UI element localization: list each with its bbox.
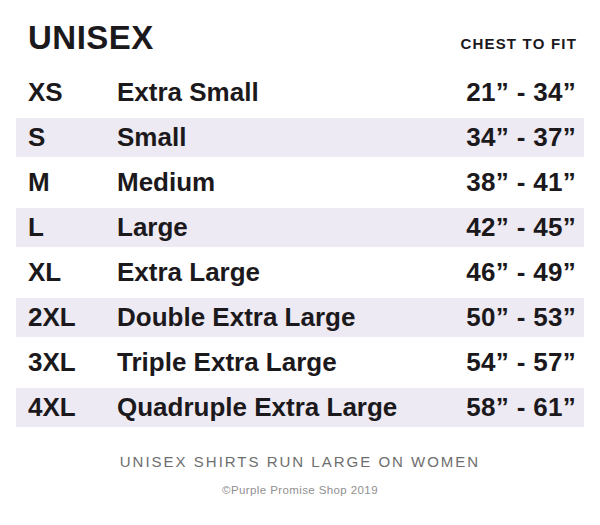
chest-to-fit-column-header: CHEST TO FIT: [460, 35, 577, 52]
size-table: XS Extra Small 21” - 34” S Small 34” - 3…: [16, 73, 584, 427]
size-code: XS: [28, 77, 117, 108]
size-name: Large: [117, 212, 466, 243]
size-code: 3XL: [28, 347, 117, 378]
size-code: L: [28, 212, 117, 243]
copyright-text: ©Purple Promise Shop 2019: [16, 484, 584, 496]
table-row-2xl: 2XL Double Extra Large 50” - 53”: [16, 298, 584, 337]
chest-range: 58” - 61”: [466, 392, 576, 423]
table-row-s: S Small 34” - 37”: [16, 118, 584, 157]
chest-range: 46” - 49”: [466, 257, 576, 288]
chest-range: 42” - 45”: [466, 212, 576, 243]
chart-header: UNISEX CHEST TO FIT: [16, 20, 584, 56]
table-row-xl: XL Extra Large 46” - 49”: [16, 253, 584, 292]
chest-range: 50” - 53”: [466, 302, 576, 333]
page-title: UNISEX: [28, 20, 154, 56]
size-name: Double Extra Large: [117, 302, 466, 333]
chest-range: 21” - 34”: [466, 77, 576, 108]
size-code: 2XL: [28, 302, 117, 333]
chest-range: 34” - 37”: [466, 122, 576, 153]
table-row-l: L Large 42” - 45”: [16, 208, 584, 247]
size-name: Quadruple Extra Large: [117, 392, 466, 423]
table-row-4xl: 4XL Quadruple Extra Large 58” - 61”: [16, 388, 584, 427]
size-code: XL: [28, 257, 117, 288]
table-row-3xl: 3XL Triple Extra Large 54” - 57”: [16, 343, 584, 382]
table-row-m: M Medium 38” - 41”: [16, 163, 584, 202]
chest-range: 54” - 57”: [466, 347, 576, 378]
size-name: Medium: [117, 167, 466, 198]
fit-note: UNISEX SHIRTS RUN LARGE ON WOMEN: [16, 453, 584, 470]
size-name: Small: [117, 122, 466, 153]
chest-range: 38” - 41”: [466, 167, 576, 198]
size-chart-page: UNISEX CHEST TO FIT XS Extra Small 21” -…: [0, 0, 600, 525]
size-code: S: [28, 122, 117, 153]
size-name: Extra Large: [117, 257, 466, 288]
table-row-xs: XS Extra Small 21” - 34”: [16, 73, 584, 112]
size-code: 4XL: [28, 392, 117, 423]
size-name: Triple Extra Large: [117, 347, 466, 378]
size-code: M: [28, 167, 117, 198]
size-name: Extra Small: [117, 77, 466, 108]
